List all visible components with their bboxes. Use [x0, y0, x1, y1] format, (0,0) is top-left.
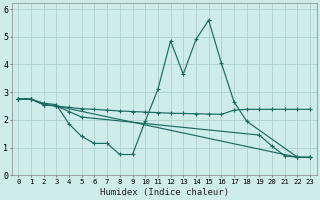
- X-axis label: Humidex (Indice chaleur): Humidex (Indice chaleur): [100, 188, 229, 197]
